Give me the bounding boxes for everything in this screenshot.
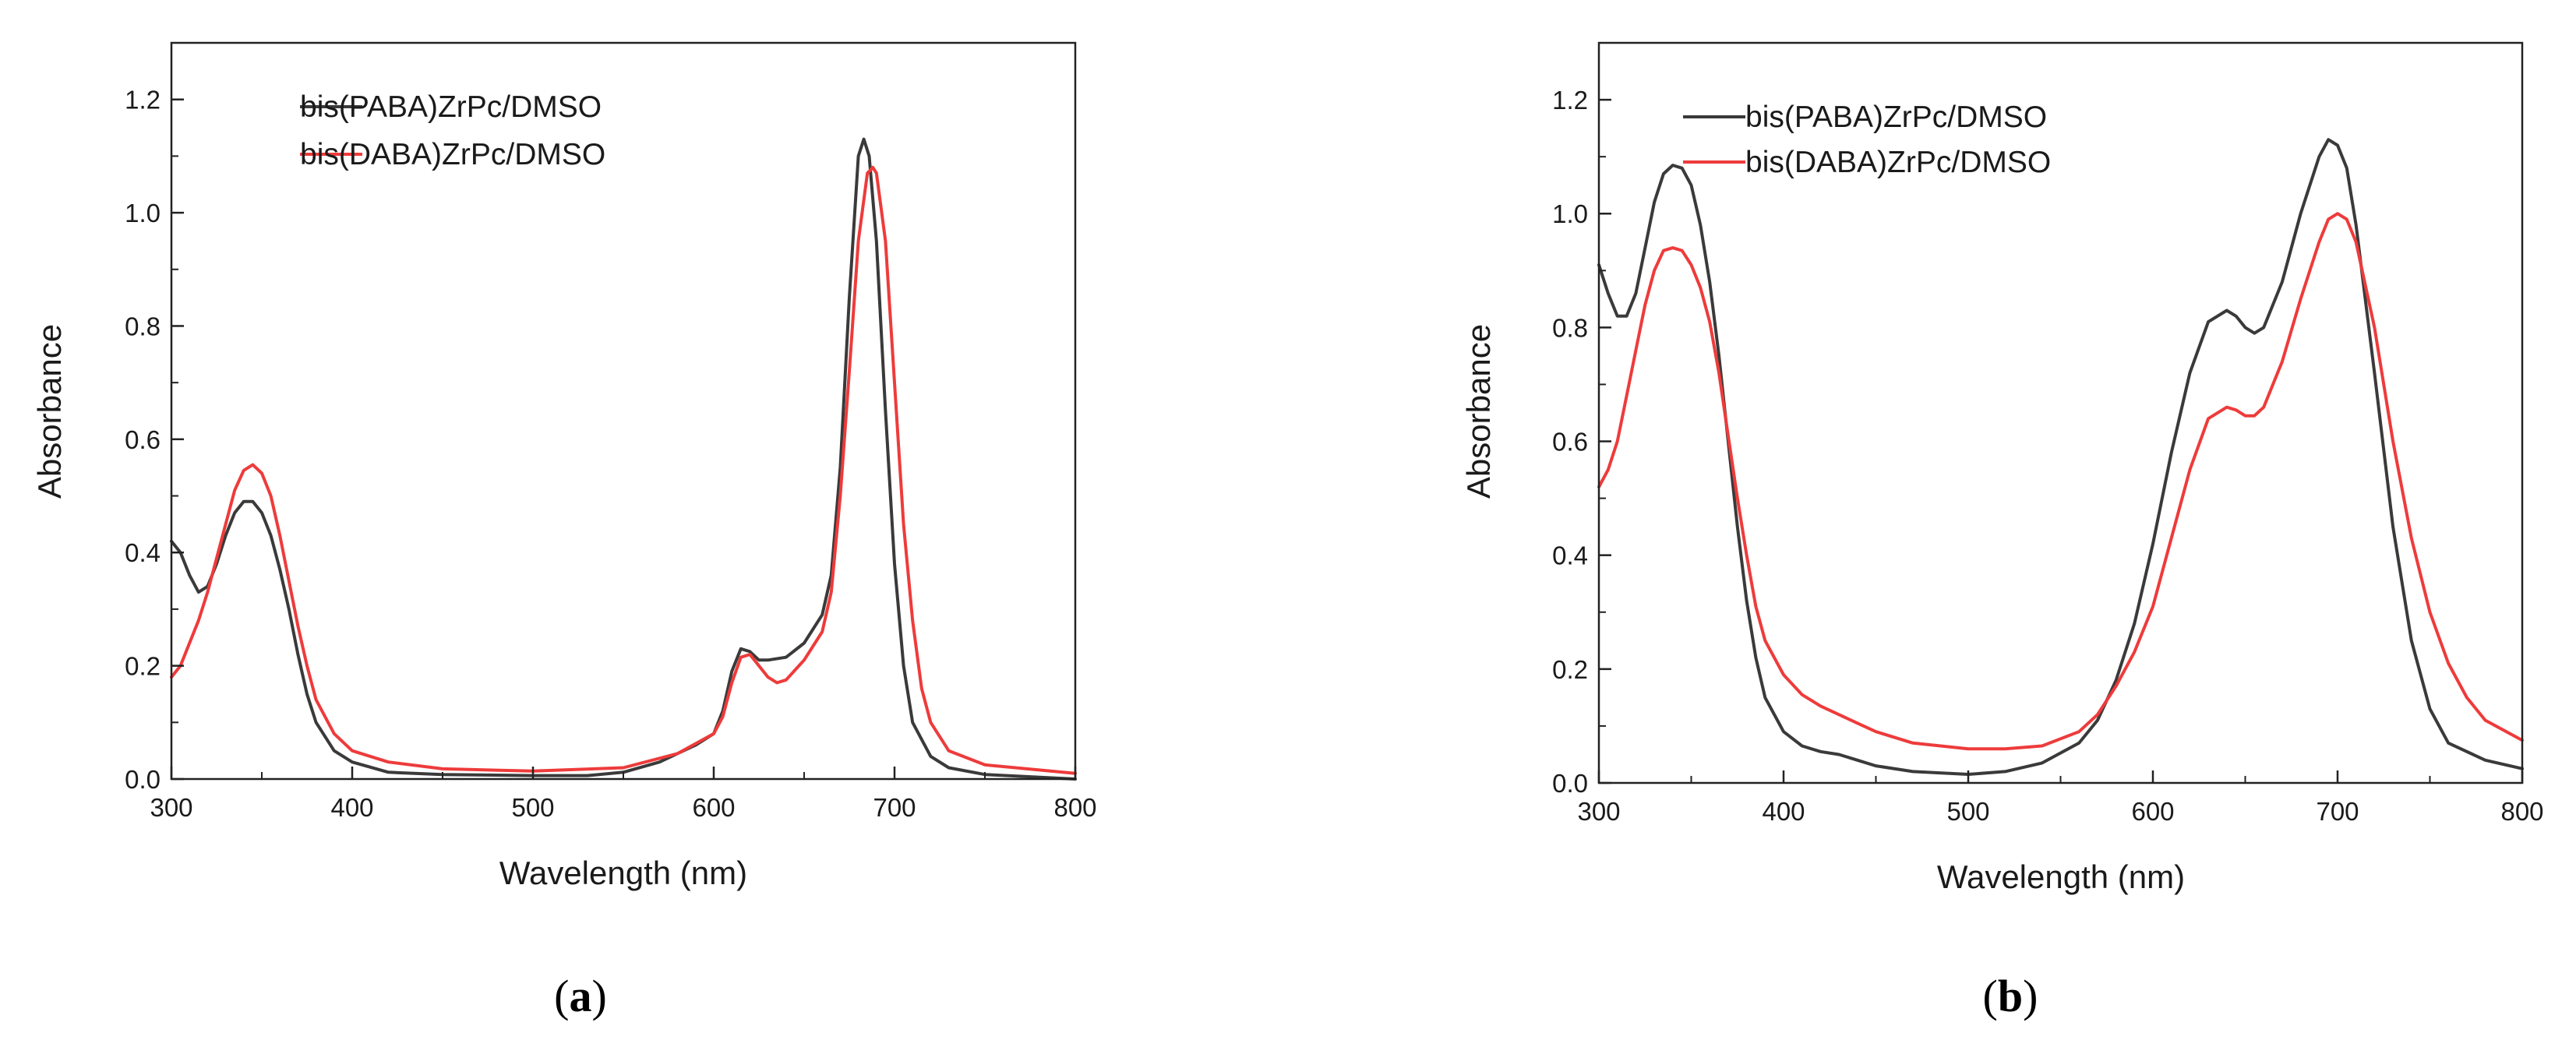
y-tick-label-0.8-a: 0.8 bbox=[125, 312, 161, 340]
y-tick-label-1.0-b: 1.0 bbox=[1552, 199, 1588, 228]
y-tick-labels-b: 0.0 0.2 0.4 0.6 0.8 1.0 1.2 bbox=[1552, 86, 1588, 798]
x-tick-label-300-b: 300 bbox=[1577, 797, 1620, 826]
y-tick-labels-a: 0.0 0.2 0.4 0.6 0.8 1.0 1.2 bbox=[125, 86, 161, 794]
legend-label-paba-b: bis(PABA)ZrPc/DMSO bbox=[1745, 100, 2047, 134]
x-tick-label-400-b: 400 bbox=[1762, 797, 1805, 826]
y-tick-label-0.4-a: 0.4 bbox=[125, 538, 161, 567]
ticks-b bbox=[1597, 42, 2524, 784]
legend-label-daba-b: bis(DABA)ZrPc/DMSO bbox=[1745, 146, 2051, 179]
y-tick-label-1.0-a: 1.0 bbox=[125, 199, 161, 227]
series-line-daba-b bbox=[1597, 212, 2524, 751]
series-line-paba-b bbox=[1597, 138, 2524, 776]
panel-caption-b: (b) bbox=[1983, 971, 2038, 1021]
chart-panel-b: 300 400 500 600 700 800 0.0 0.2 0.4 0.6 0.8 1.0 1.2… bbox=[1460, 41, 2544, 1021]
y-tick-label-0.8-b: 0.8 bbox=[1552, 313, 1588, 342]
y-axis-label-a: Absorbance bbox=[31, 324, 68, 499]
y-tick-label-0.2-a: 0.2 bbox=[125, 652, 161, 681]
x-tick-label-800-b: 800 bbox=[2500, 797, 2543, 826]
x-tick-label-600-b: 600 bbox=[2131, 797, 2174, 826]
x-tick-label-800-a: 800 bbox=[1053, 793, 1096, 822]
series-line-daba-a bbox=[170, 165, 1077, 775]
series-line-paba-a bbox=[170, 137, 1077, 781]
y-tick-label-0.4-b: 0.4 bbox=[1552, 541, 1588, 570]
x-tick-label-400-a: 400 bbox=[330, 793, 373, 822]
x-tick-label-500-a: 500 bbox=[511, 793, 554, 822]
ticks-a bbox=[170, 42, 1077, 781]
y-tick-label-0.6-b: 0.6 bbox=[1552, 428, 1588, 457]
panel-caption-a: (a) bbox=[554, 971, 607, 1021]
y-tick-label-1.2-b: 1.2 bbox=[1552, 86, 1588, 115]
y-tick-label-0.0-a: 0.0 bbox=[125, 765, 161, 794]
y-tick-label-0.6-a: 0.6 bbox=[125, 425, 161, 454]
y-tick-label-0.0-b: 0.0 bbox=[1552, 769, 1588, 798]
legend-a: bis(PABA)ZrPc/DMSO bis(DABA)ZrPc/DMSO bbox=[300, 90, 605, 171]
x-axis-label-a: Wavelength (nm) bbox=[499, 855, 747, 891]
chart-panel-a: 300 400 500 600 700 800 0.0 0.2 0.4 0.6 0.8 1.0 1.2… bbox=[31, 41, 1097, 1021]
legend-label-paba-a: bis(PABA)ZrPc/DMSO bbox=[300, 90, 602, 124]
plot-area-b bbox=[1597, 138, 2524, 776]
y-tick-label-0.2-b: 0.2 bbox=[1552, 655, 1588, 684]
plot-frame-b bbox=[1597, 41, 2524, 784]
legend-b: bis(PABA)ZrPc/DMSO bis(DABA)ZrPc/DMSO bbox=[1683, 100, 2051, 179]
x-tick-labels-a: 300 400 500 600 700 800 bbox=[150, 793, 1096, 822]
x-tick-label-600-a: 600 bbox=[692, 793, 735, 822]
y-tick-label-1.2-a: 1.2 bbox=[125, 86, 161, 115]
legend-label-daba-a: bis(DABA)ZrPc/DMSO bbox=[300, 138, 605, 171]
x-tick-label-300-a: 300 bbox=[150, 793, 192, 822]
x-tick-label-700-a: 700 bbox=[873, 793, 916, 822]
x-axis-label-b: Wavelength (nm) bbox=[1937, 858, 2185, 895]
y-axis-label-b: Absorbance bbox=[1460, 324, 1497, 499]
x-tick-label-500-b: 500 bbox=[1946, 797, 1989, 826]
plot-area-a bbox=[170, 137, 1077, 781]
x-tick-labels-b: 300 400 500 600 700 800 bbox=[1577, 797, 2543, 826]
x-tick-label-700-b: 700 bbox=[2316, 797, 2359, 826]
